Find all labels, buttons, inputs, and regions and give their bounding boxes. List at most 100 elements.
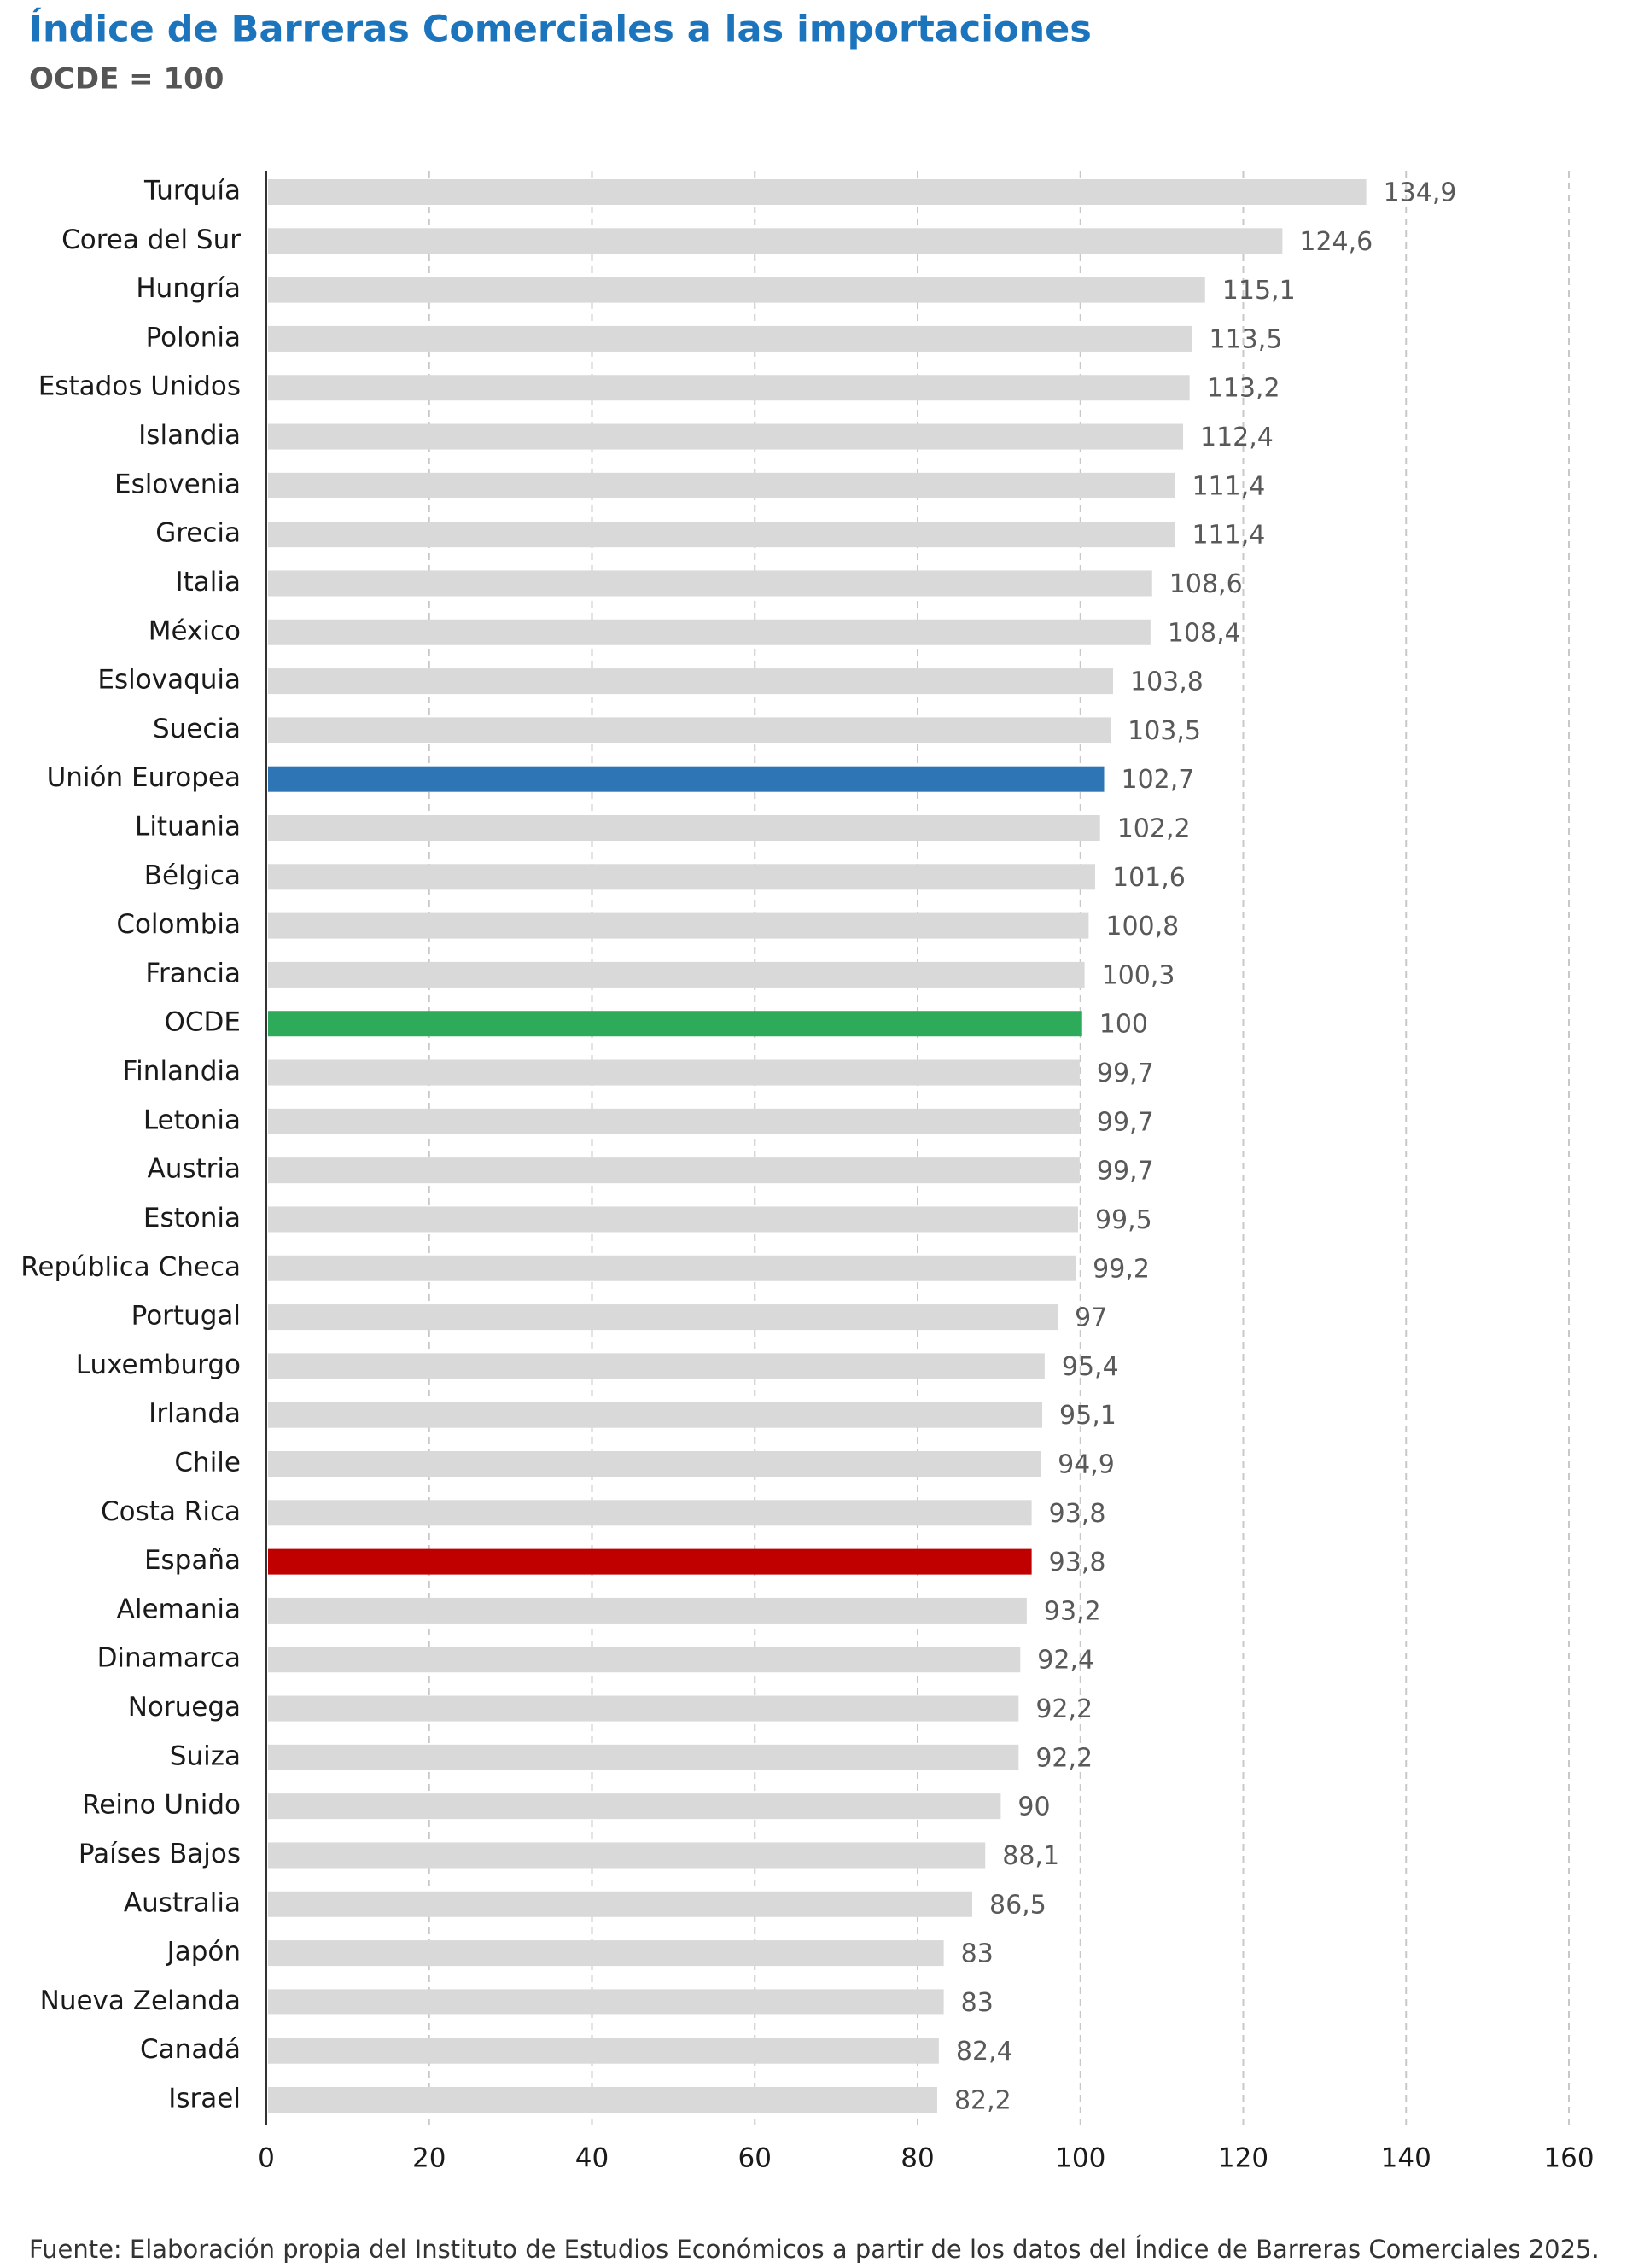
category-label: Chile — [174, 1448, 241, 1478]
category-label: Irlanda — [149, 1398, 241, 1429]
category-label: Suiza — [170, 1740, 241, 1771]
value-label: 94,9 — [1058, 1450, 1115, 1480]
bar — [268, 423, 1184, 450]
category-label: Alemania — [117, 1594, 241, 1624]
category-label: Letonia — [143, 1105, 241, 1135]
value-label: 95,1 — [1059, 1401, 1116, 1431]
category-label: Hungría — [136, 273, 241, 304]
x-tick-label: 100 — [1055, 2143, 1105, 2174]
value-label: 92,2 — [1035, 1743, 1093, 1773]
category-label: Turquía — [143, 176, 241, 207]
value-label: 103,8 — [1130, 668, 1204, 697]
bar — [268, 1548, 1032, 1575]
value-label: 100 — [1099, 1010, 1148, 1040]
bar — [268, 1157, 1080, 1184]
value-label: 102,7 — [1122, 765, 1195, 795]
chart-subtitle: OCDE = 100 — [29, 62, 224, 96]
category-label: República Checa — [20, 1251, 241, 1282]
bar — [268, 864, 1096, 890]
category-label: Polonia — [146, 322, 241, 353]
bar — [268, 2087, 937, 2113]
value-label: 97 — [1075, 1303, 1107, 1333]
category-label: México — [149, 615, 241, 646]
value-label: 99,5 — [1095, 1205, 1152, 1235]
category-label: España — [144, 1545, 241, 1576]
value-label: 100,8 — [1105, 912, 1179, 942]
value-label: 99,7 — [1097, 1157, 1154, 1186]
category-label: Japón — [166, 1937, 241, 1968]
category-label: Suecia — [153, 714, 241, 744]
value-label: 108,4 — [1168, 618, 1241, 648]
value-label: 134,9 — [1384, 178, 1457, 208]
value-label: 88,1 — [1002, 1841, 1059, 1871]
bar — [268, 2038, 939, 2064]
bar — [268, 1304, 1058, 1331]
category-label: Bélgica — [144, 860, 241, 891]
x-tick-label: 60 — [738, 2143, 772, 2174]
value-label: 82,2 — [954, 2086, 1011, 2116]
category-label: Noruega — [128, 1692, 241, 1723]
value-label: 82,4 — [956, 2037, 1013, 2067]
bar — [268, 815, 1100, 841]
value-label: 99,7 — [1097, 1107, 1154, 1137]
value-label: 95,4 — [1062, 1352, 1119, 1382]
bar — [268, 1255, 1076, 1281]
bar — [268, 1744, 1019, 1770]
value-label: 99,2 — [1093, 1254, 1150, 1284]
value-label: 83 — [961, 1988, 994, 2018]
category-label: OCDE — [164, 1007, 241, 1038]
x-tick-label: 40 — [575, 2143, 609, 2174]
value-label: 92,4 — [1037, 1646, 1094, 1676]
x-tick-label: 80 — [901, 2143, 934, 2174]
category-label: Grecia — [155, 518, 241, 549]
bar — [268, 1597, 1027, 1624]
category-label: Eslovenia — [114, 469, 241, 499]
chart-title: Índice de Barreras Comerciales a las imp… — [29, 8, 1092, 51]
category-label: Costa Rica — [101, 1496, 241, 1527]
source-note: Fuente: Elaboración propia del Instituto… — [29, 2235, 1600, 2264]
category-label: Israel — [168, 2084, 241, 2114]
value-label: 93,8 — [1049, 1499, 1106, 1529]
bar — [268, 179, 1367, 205]
value-label: 102,2 — [1117, 814, 1191, 844]
category-label: Dinamarca — [97, 1643, 241, 1674]
category-label: Colombia — [116, 909, 241, 940]
value-label: 113,5 — [1210, 324, 1283, 354]
bar — [268, 1011, 1082, 1037]
bar — [268, 1891, 972, 1917]
value-label: 112,4 — [1200, 423, 1274, 452]
category-label: Reino Unido — [82, 1790, 241, 1821]
value-label: 83 — [961, 1939, 994, 1969]
bar — [268, 1206, 1078, 1233]
category-label: Francia — [145, 958, 241, 988]
x-tick-label: 0 — [258, 2143, 275, 2174]
bar — [268, 912, 1089, 939]
bar — [268, 1059, 1080, 1086]
category-label: Italia — [175, 567, 241, 598]
bar — [268, 619, 1151, 645]
category-label: Lituania — [135, 812, 241, 842]
value-label: 93,2 — [1044, 1596, 1101, 1626]
value-label: 93,8 — [1049, 1548, 1106, 1577]
bar — [268, 375, 1190, 401]
bar — [268, 228, 1283, 254]
category-label: Nueva Zelanda — [40, 1985, 241, 2016]
x-tick-label: 120 — [1218, 2143, 1268, 2174]
bar — [268, 1989, 944, 2015]
category-label: Países Bajos — [79, 1839, 241, 1869]
bar — [268, 1647, 1021, 1673]
value-label: 99,7 — [1097, 1058, 1154, 1088]
category-label: Portugal — [131, 1301, 241, 1332]
value-label: 113,2 — [1207, 374, 1280, 404]
bar — [268, 1108, 1080, 1134]
category-label: Unión Europea — [47, 762, 241, 793]
category-label: Eslovaquia — [97, 665, 241, 696]
bar — [268, 325, 1192, 352]
x-tick-label: 140 — [1381, 2143, 1431, 2174]
bar — [268, 522, 1175, 548]
value-label: 90 — [1017, 1793, 1050, 1822]
category-label: Corea del Sur — [61, 224, 241, 255]
bar — [268, 1940, 944, 1967]
value-label: 86,5 — [989, 1890, 1046, 1920]
